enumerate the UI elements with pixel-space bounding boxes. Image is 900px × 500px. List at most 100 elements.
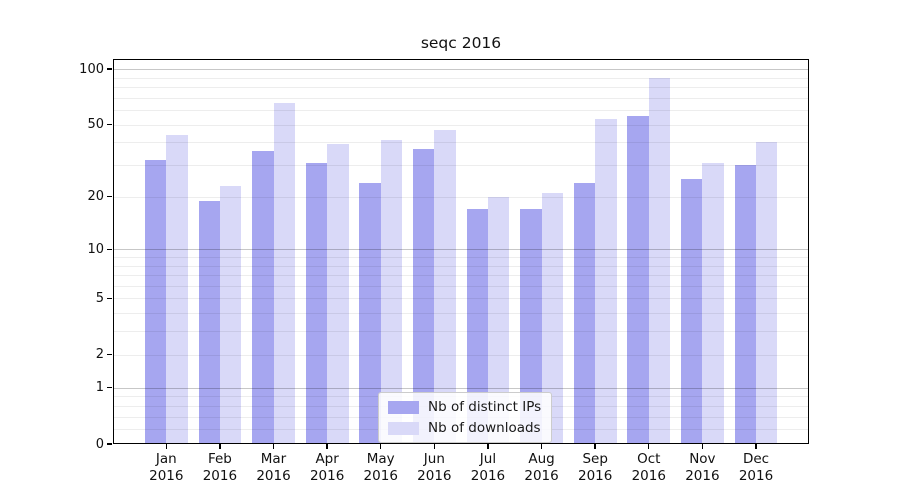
gridline-minor [113, 196, 809, 198]
y-tick-mark [107, 297, 112, 300]
gridline-minor [113, 313, 809, 315]
x-tick-month: Jun [423, 451, 445, 467]
y-tick-mark [107, 196, 112, 198]
x-tick-month: Jul [479, 451, 497, 467]
gridline-minor [113, 285, 809, 287]
y-tick-label: 100 [79, 61, 104, 77]
bar-distinct-ips-feb [198, 200, 220, 444]
x-tick-label-nov: Nov 2016 [669, 451, 735, 485]
y-tick-label: 50 [87, 117, 104, 133]
x-tick-mark [326, 444, 328, 449]
bar-distinct-ips-dec [734, 165, 756, 444]
x-tick-mark [648, 444, 650, 449]
x-tick-label-apr: Apr 2016 [294, 451, 360, 485]
gridline-minor [113, 142, 809, 144]
x-tick-mark [755, 444, 757, 449]
x-tick-mark [380, 444, 382, 449]
x-tick-label-aug: Aug 2016 [509, 451, 575, 485]
x-tick-year: 2016 [309, 468, 345, 484]
y-tick-label: 10 [87, 241, 104, 257]
gridline-minor [113, 97, 809, 99]
bar-downloads-jan [166, 134, 188, 444]
x-tick-label-may: May 2016 [348, 451, 414, 485]
gridline-minor [113, 256, 809, 258]
x-tick-year: 2016 [417, 468, 452, 484]
x-tick-year: 2016 [738, 468, 774, 484]
x-tick-year: 2016 [631, 468, 666, 484]
legend-row: Nb of distinct IPs [388, 399, 541, 415]
x-tick-year: 2016 [685, 468, 720, 484]
x-tick-label-sep: Sep 2016 [562, 451, 628, 485]
gridline-minor [113, 165, 809, 167]
y-tick-mark [107, 248, 112, 250]
x-tick-year: 2016 [524, 468, 559, 484]
x-tick-month: Jan [155, 451, 177, 467]
y-tick-mark [107, 68, 112, 70]
x-tick-label-jun: Jun 2016 [401, 451, 467, 485]
x-tick-label-dec: Dec 2016 [723, 451, 789, 485]
legend-label: Nb of distinct IPs [428, 399, 542, 415]
y-tick-label: 20 [87, 189, 104, 205]
x-tick-year: 2016 [470, 468, 506, 484]
x-tick-month: Nov [689, 451, 716, 467]
gridline-major [113, 387, 809, 389]
x-tick-year: 2016 [202, 468, 238, 484]
x-tick-month: Feb [207, 451, 232, 467]
gridline-minor [113, 110, 809, 112]
gridline-minor [113, 298, 809, 300]
bar-downloads-dec [756, 142, 778, 444]
x-tick-year: 2016 [149, 468, 184, 484]
bar-downloads-nov [702, 162, 724, 444]
bar-downloads-mar [273, 102, 295, 444]
gridline-minor [113, 87, 809, 89]
bar-distinct-ips-oct [627, 115, 649, 444]
gridline-major [113, 69, 809, 71]
gridline-minor [113, 354, 809, 356]
plot-area [113, 59, 809, 444]
y-tick-label: 0 [95, 436, 104, 452]
y-tick-label: 2 [95, 347, 104, 363]
legend: Nb of distinct IPs Nb of downloads [378, 392, 553, 443]
y-tick-mark [107, 387, 112, 389]
x-tick-month: Oct [637, 451, 661, 467]
x-tick-year: 2016 [256, 468, 291, 484]
gridline-minor [113, 77, 809, 79]
bar-distinct-ips-sep [573, 182, 596, 444]
x-tick-mark [487, 444, 489, 449]
bar-downloads-feb [219, 185, 242, 444]
bar-downloads-sep [595, 118, 617, 444]
x-tick-month: Dec [742, 451, 770, 467]
legend-label: Nb of downloads [428, 420, 541, 436]
x-tick-mark [272, 444, 275, 449]
x-tick-month: May [366, 451, 395, 467]
bar-distinct-ips-may [359, 182, 381, 444]
x-tick-month: Aug [528, 451, 555, 467]
chart-title: seqc 2016 [420, 34, 502, 52]
gridline-minor [113, 275, 809, 277]
legend-row: Nb of downloads [388, 420, 541, 436]
bar-downloads-apr [327, 144, 349, 444]
y-tick-mark [107, 354, 112, 356]
x-tick-mark [219, 444, 221, 449]
bar-downloads-jul [487, 196, 510, 444]
x-tick-year: 2016 [363, 468, 398, 484]
gridline-minor [113, 265, 809, 267]
bar-distinct-ips-apr [305, 162, 328, 444]
y-tick-label: 1 [95, 380, 104, 396]
x-tick-year: 2016 [577, 468, 613, 484]
x-tick-label-jul: Jul 2016 [455, 451, 521, 485]
bar-distinct-ips-jun [412, 148, 435, 444]
legend-swatch [388, 421, 419, 435]
gridline-minor [113, 124, 809, 126]
x-tick-label-jan: Jan 2016 [133, 451, 199, 485]
bar-distinct-ips-nov [681, 179, 703, 444]
bar-downloads-aug [541, 192, 563, 444]
bar-distinct-ips-jan [144, 160, 167, 444]
x-tick-month: Sep [582, 451, 608, 467]
bar-distinct-ips-aug [520, 209, 542, 444]
x-tick-mark [433, 444, 436, 449]
x-tick-mark [165, 444, 167, 449]
x-tick-mark [540, 444, 543, 449]
y-tick-mark [107, 123, 112, 126]
x-tick-mark [594, 444, 596, 449]
